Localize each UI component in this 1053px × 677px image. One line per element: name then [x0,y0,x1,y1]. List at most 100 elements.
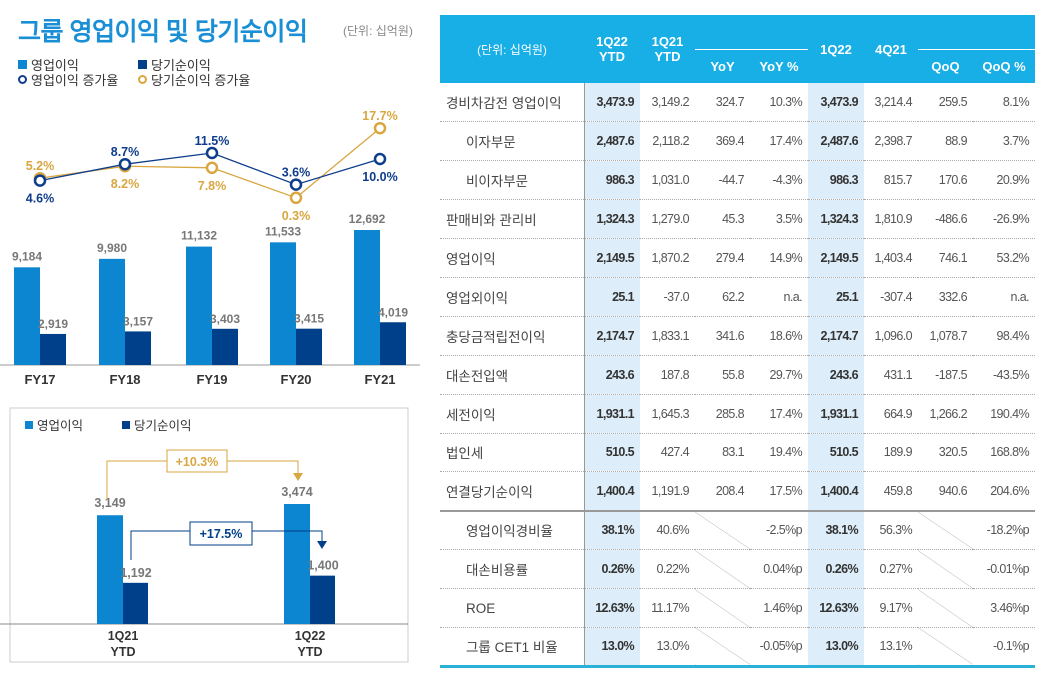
table-cell: 986.3 [808,160,864,201]
table-cell: 2,487.6 [584,121,640,162]
line-point [33,174,47,187]
table-cell: -44.7 [695,160,750,201]
table-cell: 259.5 [918,83,973,123]
table-cell [695,549,750,590]
col-header: YoY [695,49,750,83]
bar-label-net: 2,919 [38,317,68,331]
circle-icon [18,75,27,84]
bar-net [40,333,66,365]
arrow-head-icon [317,541,327,549]
square-icon [25,421,33,429]
bar-op [99,258,125,365]
legend-label: 당기순이익 증가율 [151,73,251,88]
table-cell: 1,400.4 [584,471,640,512]
row-label: 영업이익 [440,238,585,278]
table-cell: 1,324.3 [584,199,640,240]
table-cell [695,588,750,628]
table-row: 법인세 510.5 427.4 83.1 19.4% 510.5 189.9 320.5 168… [440,433,1035,473]
table-cell: 1,833.1 [640,316,695,356]
table-cell: 2,149.5 [808,238,864,278]
row-label: 법인세 [440,433,585,473]
table-row: 영업이익 2,149.5 1,870.2 279.4 14.9% 2,149.5 1,403… [440,238,1035,278]
table-cell: 279.4 [695,238,750,278]
x-tick-label: FY18 [109,372,140,387]
x-tick-label: YTD [298,645,323,659]
row-label: 이자부문 [440,121,585,162]
table-row: 충당금적립전이익 2,174.7 1,833.1 341.6 18.6% 2,174.7 1… [440,316,1035,356]
row-label: ROE [440,588,585,628]
ytd-chart-frame [9,407,409,663]
table-cell: 1,810.9 [864,199,918,240]
table-cell: 2,174.7 [584,316,640,356]
line-point [205,161,219,175]
table-cell: 2,118.2 [640,121,695,162]
legend-label: 영업이익 [37,419,83,433]
line-label: 10.0% [362,170,397,184]
bar-op [284,504,310,624]
legend-label: 당기순이익 [151,58,211,73]
table-cell: 56.3% [864,509,918,551]
table-cell: 204.6% [973,471,1035,512]
table-cell [918,549,973,590]
table-cell: 2,174.7 [808,316,864,356]
table-cell: 332.6 [918,277,973,317]
table-cell: 2,487.6 [808,121,864,162]
bar-net [310,575,335,624]
unit-label: (단위: 십억원) [343,24,413,38]
table-cell: 341.6 [695,316,750,356]
table-cell: 98.4% [973,316,1035,356]
table-cell: 459.8 [864,471,918,512]
table-cell: 2,398.7 [864,121,918,162]
line-point [373,152,387,166]
row-label: 영업외이익 [440,277,585,317]
line-label: 8.2% [111,177,140,191]
table-cell: -43.5% [973,355,1035,395]
table-cell: -4.3% [750,160,808,201]
bar-op [354,230,380,365]
line-label: 11.5% [195,134,230,148]
table-cell: 1,096.0 [864,316,918,356]
table-cell: 986.3 [584,160,640,201]
bar-net [296,328,322,365]
table-row: 비이자부문 986.3 1,031.0 -44.7 -4.3% 986.3 815.7 170… [440,160,1035,201]
table-cell: 0.04%p [750,549,808,590]
x-tick-label: 1Q22 [295,629,326,643]
line-point [205,146,219,160]
table-cell: 815.7 [864,160,918,201]
table-cell: -0.05%p [750,627,808,668]
table-cell: 1,078.7 [918,316,973,356]
change-label-op: +10.3% [176,455,219,469]
table-cell: -0.01%p [973,549,1035,590]
table-cell: 1,645.3 [640,394,695,434]
table-cell: 45.3 [695,199,750,240]
table-row: 세전이익 1,931.1 1,645.3 285.8 17.4% 1,931.1 664.9… [440,394,1035,434]
line-label: 5.2% [26,159,55,173]
table-cell: 170.6 [918,160,973,201]
square-icon [18,60,27,69]
table-cell: -26.9% [973,199,1035,240]
table-cell: 0.22% [640,549,695,590]
table-cell: 1,400.4 [808,471,864,512]
table-cell: -486.6 [918,199,973,240]
table-row: 대손전입액 243.6 187.8 55.8 29.7% 243.6 431.1 -187.5… [440,355,1035,395]
table-cell: 9.17% [864,588,918,628]
x-tick-label: FY20 [280,372,311,387]
table-cell: 12.63% [808,588,864,628]
table-row: ROE 12.63% 11.17% 1.46%p 12.63% 9.17% 3.46%p [440,588,1035,628]
table-cell: 38.1% [808,509,864,551]
table-row: 영업이익경비율 38.1% 40.6% -2.5%p 38.1% 56.3% -18.2%p [440,509,1035,551]
bar-label-op: 3,149 [94,496,125,510]
table-cell: n.a. [750,277,808,317]
table-cell: 431.1 [864,355,918,395]
table-cell [918,509,973,551]
line-label: 8.7% [111,145,140,159]
table-cell: 17.4% [750,121,808,162]
bar-net [380,322,406,365]
legend-op: 영업이익 [18,55,79,74]
bar-label-op: 3,474 [281,485,312,499]
line-point [118,157,132,171]
change-label-net: +17.5% [200,527,243,541]
row-label: 그룹 CET1 비율 [440,627,585,668]
x-tick-label: FY19 [196,372,227,387]
legend-op-growth: 영업이익 증가율 [18,70,118,89]
